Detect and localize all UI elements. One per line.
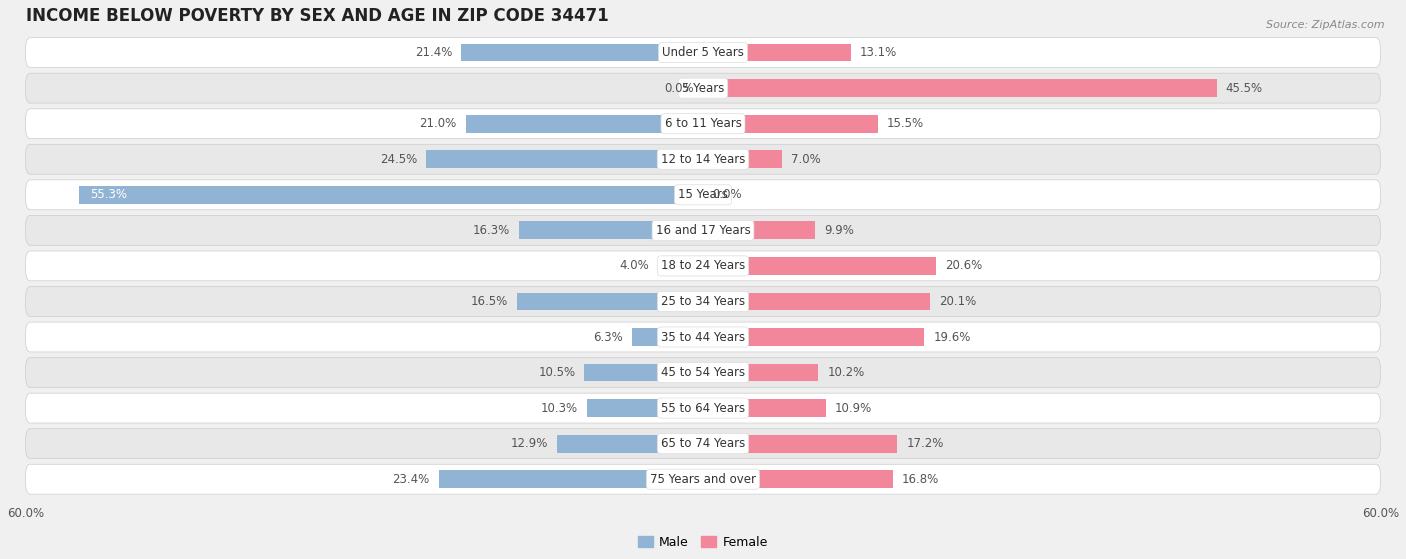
Text: 75 Years and over: 75 Years and over bbox=[650, 473, 756, 486]
Text: 5 Years: 5 Years bbox=[682, 82, 724, 94]
Bar bbox=[439, 470, 703, 488]
Bar bbox=[703, 115, 877, 132]
FancyBboxPatch shape bbox=[25, 358, 1381, 387]
Text: 20.6%: 20.6% bbox=[945, 259, 981, 272]
Bar bbox=[658, 257, 703, 275]
FancyBboxPatch shape bbox=[25, 393, 1381, 423]
Text: 23.4%: 23.4% bbox=[392, 473, 430, 486]
Text: 55.3%: 55.3% bbox=[90, 188, 127, 201]
Bar bbox=[519, 221, 703, 239]
FancyBboxPatch shape bbox=[25, 287, 1381, 316]
Bar bbox=[703, 257, 935, 275]
Bar bbox=[703, 221, 815, 239]
Bar bbox=[703, 44, 851, 61]
Text: 20.1%: 20.1% bbox=[939, 295, 976, 308]
Bar bbox=[586, 399, 703, 417]
Text: 6.3%: 6.3% bbox=[593, 330, 623, 344]
Text: 10.3%: 10.3% bbox=[540, 401, 578, 415]
Text: 9.9%: 9.9% bbox=[824, 224, 853, 237]
Text: 6 to 11 Years: 6 to 11 Years bbox=[665, 117, 741, 130]
Text: 17.2%: 17.2% bbox=[907, 437, 943, 450]
Bar bbox=[426, 150, 703, 168]
Text: 0.0%: 0.0% bbox=[665, 82, 695, 94]
FancyBboxPatch shape bbox=[25, 73, 1381, 103]
FancyBboxPatch shape bbox=[25, 465, 1381, 494]
Text: 45.5%: 45.5% bbox=[1226, 82, 1263, 94]
FancyBboxPatch shape bbox=[25, 215, 1381, 245]
Bar bbox=[703, 364, 818, 381]
Text: 25 to 34 Years: 25 to 34 Years bbox=[661, 295, 745, 308]
FancyBboxPatch shape bbox=[25, 429, 1381, 458]
FancyBboxPatch shape bbox=[25, 322, 1381, 352]
Text: 12.9%: 12.9% bbox=[510, 437, 548, 450]
Text: 7.0%: 7.0% bbox=[792, 153, 821, 166]
Text: 12 to 14 Years: 12 to 14 Years bbox=[661, 153, 745, 166]
Text: Under 5 Years: Under 5 Years bbox=[662, 46, 744, 59]
Text: 35 to 44 Years: 35 to 44 Years bbox=[661, 330, 745, 344]
Bar bbox=[516, 292, 703, 310]
FancyBboxPatch shape bbox=[25, 109, 1381, 139]
Text: 15.5%: 15.5% bbox=[887, 117, 924, 130]
Text: 0.0%: 0.0% bbox=[711, 188, 741, 201]
Bar bbox=[703, 435, 897, 453]
Text: 45 to 54 Years: 45 to 54 Years bbox=[661, 366, 745, 379]
Bar bbox=[585, 364, 703, 381]
Text: 4.0%: 4.0% bbox=[619, 259, 648, 272]
Text: Source: ZipAtlas.com: Source: ZipAtlas.com bbox=[1267, 20, 1385, 30]
Bar bbox=[631, 328, 703, 346]
Text: 15 Years: 15 Years bbox=[678, 188, 728, 201]
Text: 19.6%: 19.6% bbox=[934, 330, 970, 344]
Text: 16.3%: 16.3% bbox=[472, 224, 510, 237]
Bar bbox=[703, 292, 929, 310]
Bar bbox=[461, 44, 703, 61]
Bar bbox=[703, 150, 782, 168]
Text: 21.4%: 21.4% bbox=[415, 46, 453, 59]
FancyBboxPatch shape bbox=[25, 37, 1381, 68]
Text: 16 and 17 Years: 16 and 17 Years bbox=[655, 224, 751, 237]
Text: 10.9%: 10.9% bbox=[835, 401, 872, 415]
Text: 16.8%: 16.8% bbox=[901, 473, 939, 486]
Bar bbox=[703, 399, 827, 417]
Text: 24.5%: 24.5% bbox=[380, 153, 418, 166]
FancyBboxPatch shape bbox=[25, 180, 1381, 210]
Text: 55 to 64 Years: 55 to 64 Years bbox=[661, 401, 745, 415]
FancyBboxPatch shape bbox=[25, 144, 1381, 174]
Text: 21.0%: 21.0% bbox=[419, 117, 457, 130]
Text: 65 to 74 Years: 65 to 74 Years bbox=[661, 437, 745, 450]
Text: 10.5%: 10.5% bbox=[538, 366, 575, 379]
Bar bbox=[79, 186, 703, 203]
Text: INCOME BELOW POVERTY BY SEX AND AGE IN ZIP CODE 34471: INCOME BELOW POVERTY BY SEX AND AGE IN Z… bbox=[25, 7, 609, 25]
Legend: Male, Female: Male, Female bbox=[633, 531, 773, 554]
Text: 18 to 24 Years: 18 to 24 Years bbox=[661, 259, 745, 272]
Text: 16.5%: 16.5% bbox=[471, 295, 508, 308]
Text: 13.1%: 13.1% bbox=[860, 46, 897, 59]
Text: 10.2%: 10.2% bbox=[827, 366, 865, 379]
Bar bbox=[703, 79, 1216, 97]
FancyBboxPatch shape bbox=[25, 251, 1381, 281]
Bar bbox=[703, 328, 924, 346]
Bar bbox=[557, 435, 703, 453]
Bar bbox=[703, 470, 893, 488]
Bar bbox=[465, 115, 703, 132]
